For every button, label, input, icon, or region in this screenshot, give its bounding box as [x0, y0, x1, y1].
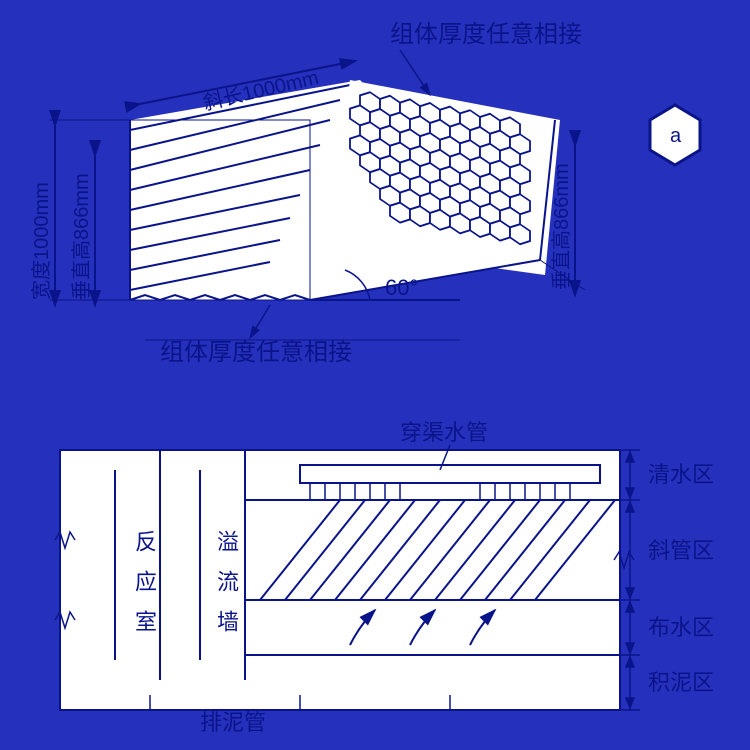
label-drain: 排泥管: [200, 710, 266, 735]
label-angle: 60°: [385, 275, 418, 300]
label-react-chamber: 反 应 室: [128, 530, 160, 638]
label-zone-mud: 积泥区: [648, 670, 714, 695]
label-width: 宽度1000mm: [30, 182, 53, 300]
label-vh1: 垂直高866mm: [70, 173, 93, 300]
diagram-canvas: a 组体厚度任意相接 组体厚度任意相接 60° 斜长1000mm 宽度1000m…: [0, 0, 750, 750]
hex-label: a: [670, 125, 682, 147]
hex-detail: a: [650, 105, 700, 165]
label-vh2: 垂直高866mm: [550, 163, 573, 290]
label-zone-tube: 斜管区: [648, 538, 714, 563]
label-top-title: 组体厚度任意相接: [390, 21, 582, 48]
label-bottom-title: 组体厚度任意相接: [160, 339, 352, 366]
label-zone-clear: 清水区: [648, 462, 714, 487]
label-zone-dist: 布水区: [648, 615, 714, 640]
label-overflow-wall: 溢 流 墙: [210, 530, 242, 638]
label-pipe: 穿渠水管: [400, 420, 488, 445]
